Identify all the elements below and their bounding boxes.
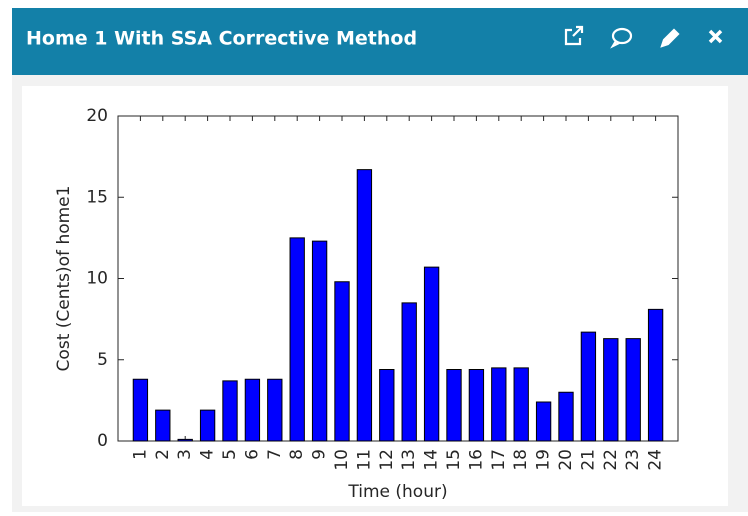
x-tick-label: 4 — [198, 449, 218, 460]
bar — [311, 240, 328, 442]
bar — [647, 308, 664, 442]
bar — [177, 438, 193, 442]
bar — [379, 369, 395, 442]
y-tick-label: 15 — [86, 187, 108, 207]
x-tick-label: 10 — [332, 449, 352, 471]
x-tick-label: 14 — [422, 449, 442, 471]
x-tick-label: 22 — [601, 449, 621, 471]
bar — [356, 169, 373, 442]
x-tick-label: 17 — [489, 449, 509, 471]
comment-icon[interactable] — [610, 27, 633, 49]
close-icon[interactable] — [708, 29, 723, 44]
y-tick-label: 10 — [86, 269, 108, 289]
bar — [132, 378, 149, 442]
x-tick-label: 13 — [399, 449, 419, 471]
bar — [491, 367, 507, 442]
bar — [222, 380, 238, 442]
y-tick-label: 20 — [86, 106, 108, 126]
x-tick-label: 18 — [511, 449, 531, 471]
popout-icon[interactable] — [564, 25, 584, 46]
x-tick-label: 15 — [444, 449, 464, 471]
bar — [513, 367, 529, 442]
x-tick-label: 21 — [578, 449, 598, 471]
x-tick-label: 3 — [175, 449, 195, 460]
x-tick-label: 11 — [354, 449, 374, 471]
x-tick-label: 20 — [556, 449, 576, 471]
x-tick-label: 5 — [220, 449, 240, 460]
y-tick-label: 5 — [97, 350, 108, 370]
bar — [603, 338, 619, 442]
bar — [580, 331, 597, 442]
x-tick-label: 8 — [287, 449, 307, 460]
chart-area — [22, 86, 728, 506]
x-tick-label: 16 — [466, 449, 486, 471]
bar — [423, 266, 440, 442]
bar — [401, 302, 417, 442]
x-tick-label: 2 — [153, 449, 173, 460]
bar — [289, 237, 305, 442]
bar — [334, 281, 350, 442]
x-tick-label: 24 — [646, 449, 666, 471]
panel-title: Home 1 With SSA Corrective Method — [26, 28, 417, 50]
x-tick-label: 19 — [534, 449, 554, 471]
x-tick-label: 6 — [242, 449, 262, 460]
bar — [267, 378, 283, 442]
bar — [155, 409, 171, 442]
edit-icon[interactable] — [660, 28, 680, 48]
x-tick-label: 1 — [130, 449, 150, 460]
y-tick-label: 0 — [97, 431, 108, 451]
x-tick-label: 12 — [377, 449, 397, 471]
bar — [244, 378, 261, 442]
bar — [535, 401, 552, 442]
bar — [199, 409, 216, 442]
y-axis-label: Cost (Cents)of home1 — [54, 186, 74, 372]
x-axis-label: Time (hour) — [347, 482, 447, 502]
x-tick-label: 7 — [265, 449, 285, 460]
bar — [468, 369, 485, 442]
bar — [625, 338, 641, 442]
header-icons — [564, 25, 723, 49]
x-tick-label: 9 — [310, 449, 330, 460]
x-tick-label: 23 — [623, 449, 643, 471]
bar — [558, 391, 574, 442]
bar — [446, 369, 462, 442]
